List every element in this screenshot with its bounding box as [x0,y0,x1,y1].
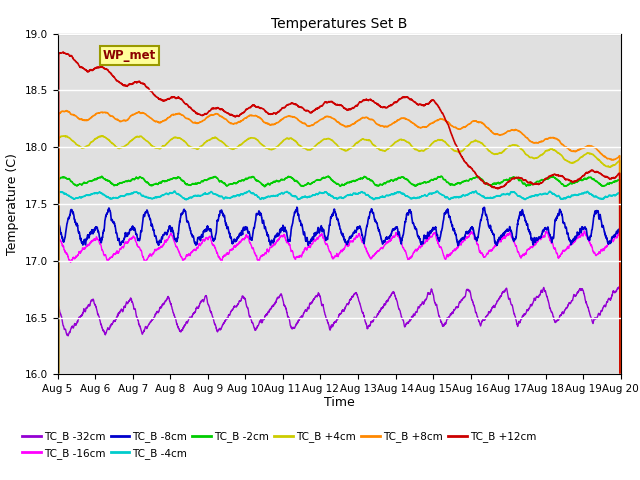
Y-axis label: Temperature (C): Temperature (C) [6,153,19,255]
Title: Temperatures Set B: Temperatures Set B [271,17,408,31]
Text: WP_met: WP_met [102,49,156,62]
Legend: TC_B -32cm, TC_B -16cm, TC_B -8cm, TC_B -4cm, TC_B -2cm, TC_B +4cm, TC_B +8cm, T: TC_B -32cm, TC_B -16cm, TC_B -8cm, TC_B … [18,427,541,463]
X-axis label: Time: Time [324,396,355,408]
